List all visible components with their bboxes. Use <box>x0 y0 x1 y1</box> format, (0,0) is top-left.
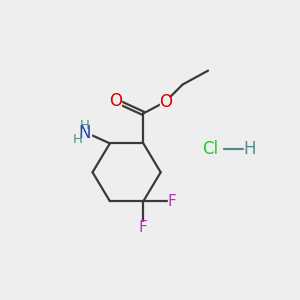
Text: F: F <box>139 220 148 235</box>
Bar <box>111 95 121 106</box>
Text: N: N <box>78 124 91 142</box>
Text: H: H <box>80 119 89 132</box>
Text: H: H <box>73 134 83 146</box>
Text: H: H <box>243 140 256 158</box>
Bar <box>168 196 177 206</box>
Text: O: O <box>109 92 122 110</box>
Text: F: F <box>168 194 177 209</box>
Bar <box>139 222 148 232</box>
Text: O: O <box>159 93 172 111</box>
Bar <box>78 123 91 140</box>
Text: Cl: Cl <box>202 140 218 158</box>
Bar <box>160 97 170 107</box>
